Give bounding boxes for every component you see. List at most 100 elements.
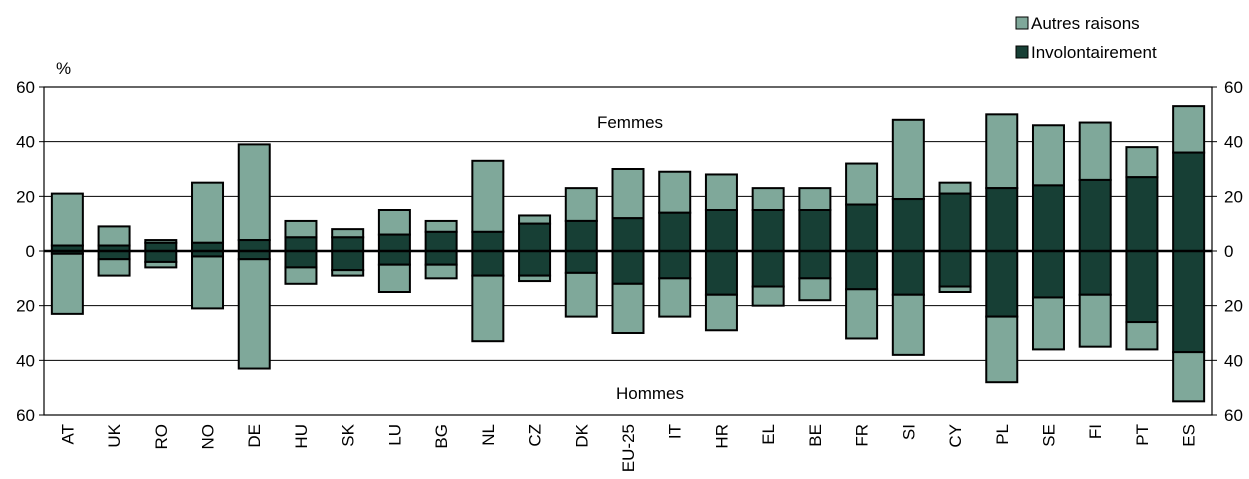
x-category-label: DE <box>245 424 264 448</box>
bar-femmes-autres-raisons <box>938 181 972 195</box>
y-tick-label-right: 60 <box>1224 78 1243 97</box>
bar-hommes-autres-raisons <box>144 260 178 269</box>
bar-femmes-involontairement <box>891 198 925 252</box>
bar-hommes-autres-raisons <box>891 293 925 356</box>
x-category-label: ES <box>1180 424 1199 447</box>
bar-femmes-autres-raisons <box>1031 124 1065 187</box>
x-category-label: CY <box>946 424 965 448</box>
bar-hommes-autres-raisons <box>191 255 225 310</box>
x-category-label: BG <box>432 424 451 449</box>
bar-femmes-involontairement <box>611 217 645 252</box>
x-category-label: UK <box>105 423 124 447</box>
bar-femmes-involontairement <box>985 187 1019 252</box>
y-tick-label-left: 20 <box>16 297 35 316</box>
bar-femmes-involontairement <box>751 209 785 252</box>
bar-femmes-autres-raisons <box>798 187 832 211</box>
bar-femmes-autres-raisons <box>331 228 365 239</box>
bar-hommes-autres-raisons <box>1125 321 1159 351</box>
bar-hommes-involontairement <box>564 250 598 274</box>
bar-femmes-involontairement <box>331 236 365 252</box>
x-category-label: CZ <box>526 424 545 447</box>
bar-femmes-autres-raisons <box>658 170 692 214</box>
bar-hommes-autres-raisons <box>50 252 84 315</box>
x-category-label: EL <box>759 424 778 445</box>
annotation-femmes: Femmes <box>597 113 663 132</box>
bar-femmes-autres-raisons <box>704 173 738 211</box>
bar-femmes-autres-raisons <box>1172 105 1206 154</box>
bar-hommes-involontairement <box>704 250 738 296</box>
y-tick-label-left: 20 <box>16 187 35 206</box>
x-category-label: HR <box>712 424 731 449</box>
bar-femmes-autres-raisons <box>97 225 131 247</box>
bar-femmes-involontairement <box>471 230 505 253</box>
bar-hommes-autres-raisons <box>377 263 411 293</box>
x-category-label: IT <box>666 424 685 439</box>
x-category-label: PT <box>1133 424 1152 446</box>
y-tick-label-right: 60 <box>1224 406 1243 425</box>
y-tick-label-left: 60 <box>16 78 35 97</box>
bar-hommes-involontairement <box>284 250 318 269</box>
legend-swatch-autres <box>1015 16 1029 30</box>
x-category-label: AT <box>58 424 77 444</box>
bar-hommes-involontairement <box>144 250 178 263</box>
bar-hommes-autres-raisons <box>798 277 832 302</box>
bar-femmes-involontairement <box>1031 184 1065 252</box>
bar-femmes-autres-raisons <box>377 209 411 236</box>
bar-femmes-involontairement <box>518 222 552 253</box>
x-category-label: PL <box>993 424 1012 445</box>
bar-femmes-autres-raisons <box>191 181 225 244</box>
bar-hommes-involontairement <box>658 250 692 280</box>
y-tick-label-right: 0 <box>1224 242 1233 261</box>
bar-hommes-involontairement <box>891 250 925 296</box>
bar-hommes-involontairement <box>751 250 785 288</box>
legend: Autres raisons Involontairement <box>1015 14 1157 62</box>
bar-femmes-involontairement <box>377 233 411 253</box>
bars <box>50 105 1206 403</box>
x-category-label: SI <box>899 424 918 440</box>
bar-femmes-involontairement <box>284 236 318 252</box>
bar-hommes-autres-raisons <box>424 263 458 280</box>
bar-femmes-autres-raisons <box>751 187 785 211</box>
bar-hommes-autres-raisons <box>518 274 552 283</box>
bar-hommes-involontairement <box>471 250 505 277</box>
unit-label: % <box>56 59 71 78</box>
bar-femmes-autres-raisons <box>564 187 598 222</box>
bar-hommes-involontairement <box>1125 250 1159 324</box>
bar-hommes-autres-raisons <box>658 277 692 318</box>
bar-hommes-involontairement <box>331 250 365 272</box>
bar-femmes-involontairement <box>938 192 972 253</box>
bar-hommes-involontairement <box>845 250 879 291</box>
bar-hommes-involontairement <box>1078 250 1112 296</box>
bar-femmes-involontairement <box>564 219 598 252</box>
y-tick-label-left: 0 <box>26 242 35 261</box>
bar-hommes-autres-raisons <box>611 282 645 334</box>
y-tick-label-left: 40 <box>16 133 35 152</box>
bar-hommes-autres-raisons <box>938 285 972 293</box>
category-labels: AT UK RO NO DE HU SK LU BG NL CZ DK EU-25 IT HR EL BE FR S… <box>58 423 1198 472</box>
bar-hommes-autres-raisons <box>704 293 738 332</box>
x-category-label: RO <box>152 424 171 450</box>
bar-hommes-involontairement <box>985 250 1019 318</box>
bar-femmes-autres-raisons <box>471 159 505 233</box>
x-category-label: FR <box>853 424 872 447</box>
bar-femmes-autres-raisons <box>237 143 271 242</box>
bar-femmes-autres-raisons <box>985 113 1019 190</box>
bar-femmes-involontairement <box>798 209 832 252</box>
legend-label-autres: Autres raisons <box>1031 14 1140 33</box>
y-tick-label-left: 40 <box>16 351 35 370</box>
bar-hommes-autres-raisons <box>845 288 879 340</box>
bar-femmes-autres-raisons <box>845 162 879 206</box>
bar-hommes-involontairement <box>424 250 458 266</box>
axes <box>39 86 1217 416</box>
bar-hommes-involontairement <box>1031 250 1065 299</box>
annotation-hommes: Hommes <box>616 384 684 403</box>
bar-femmes-involontairement <box>845 203 879 253</box>
bar-femmes-involontairement <box>1172 151 1206 253</box>
bar-femmes-autres-raisons <box>284 219 318 239</box>
bar-hommes-autres-raisons <box>985 315 1019 384</box>
bar-hommes-involontairement <box>518 250 552 277</box>
bar-hommes-autres-raisons <box>751 285 785 307</box>
bar-femmes-involontairement <box>237 239 271 252</box>
y-tick-label-right: 40 <box>1224 351 1243 370</box>
legend-label-involontairement: Involontairement <box>1031 43 1157 62</box>
